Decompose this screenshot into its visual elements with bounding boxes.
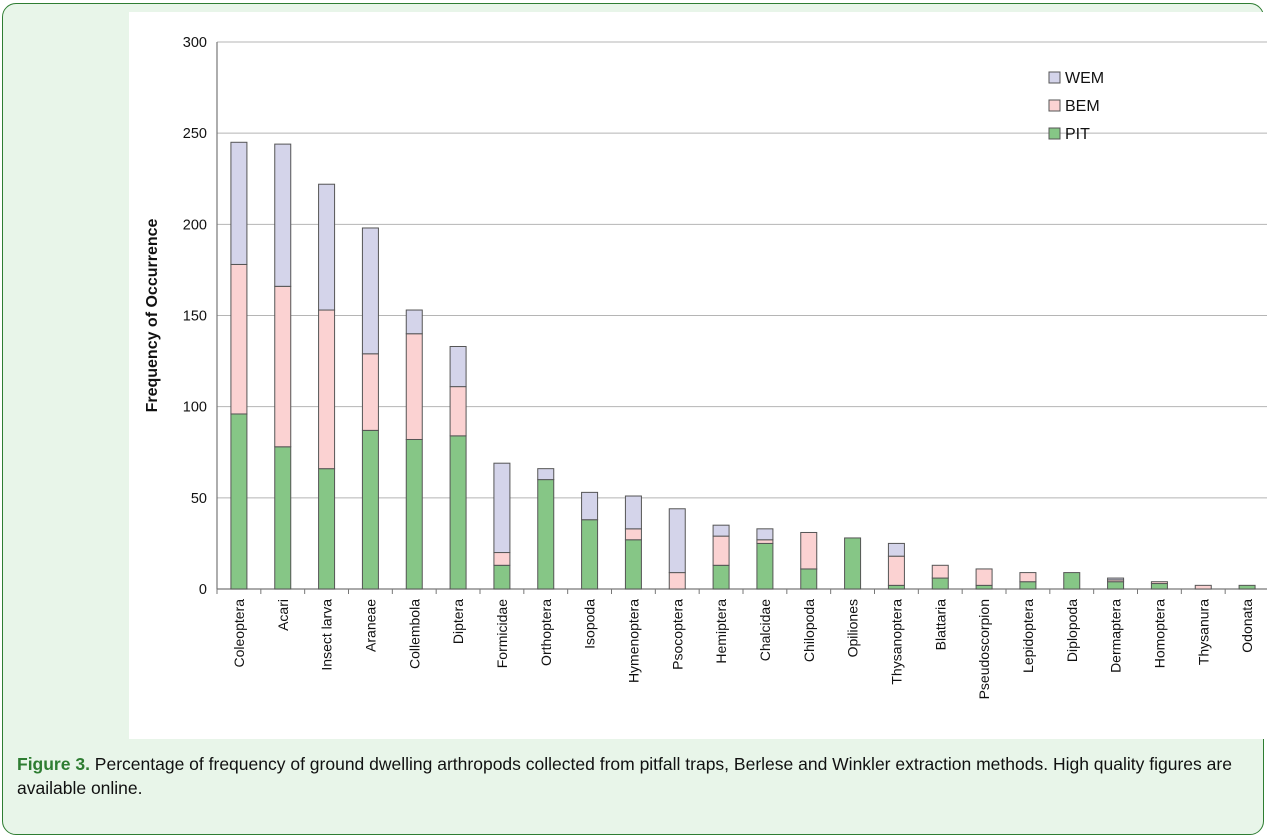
x-tick-label: Psocoptera (669, 599, 685, 670)
bar-wem-psocoptera (668, 508, 686, 574)
bar-bem-insect-larva (318, 309, 336, 470)
bar-bem-psocoptera (668, 572, 686, 590)
x-tick-label: Araneae (362, 599, 378, 652)
bar-wem-collembola (405, 309, 423, 335)
y-tick-label: 0 (199, 582, 207, 598)
bar-wem-thysanoptera (887, 542, 905, 557)
bar-pit-homoptera (1150, 583, 1168, 590)
bar-pit-diptera (449, 435, 467, 590)
bar-wem-coleoptera (230, 141, 248, 265)
bar-wem-formicidae (493, 462, 511, 554)
bar-pit-pseudoscorpion (975, 584, 993, 590)
bar-pit-orthoptera (537, 479, 555, 590)
bar-pit-blattaria (931, 577, 949, 590)
y-tick-label: 200 (183, 217, 207, 233)
bar-bem-chilopoda (800, 531, 818, 570)
y-tick-label: 300 (183, 35, 207, 51)
x-tick-label: Thysanura (1195, 599, 1211, 665)
y-tick-label: 100 (183, 400, 207, 416)
x-tick-label: Chilopoda (801, 599, 817, 662)
x-tick-label: Orthoptera (538, 599, 554, 666)
x-tick-label: Insect larva (319, 599, 335, 671)
x-tick-label: Collembola (406, 599, 422, 669)
legend-label-wem: WEM (1065, 70, 1104, 87)
x-tick-label: Chalcidae (757, 599, 773, 661)
bar-bem-lepidoptera (1019, 572, 1037, 583)
x-tick-label: Coleoptera (231, 599, 247, 668)
bar-bem-acari (274, 285, 292, 448)
y-tick-label: 150 (183, 309, 207, 325)
legend-label-pit: PIT (1065, 126, 1090, 143)
bar-pit-lepidoptera (1019, 581, 1037, 590)
x-tick-label: Pseudoscorpion (976, 599, 992, 699)
bar-bem-formicidae (493, 552, 511, 566)
bar-wem-orthoptera (537, 468, 555, 481)
bar-pit-dermaptera (1107, 581, 1125, 590)
bar-wem-insect-larva (318, 183, 336, 311)
bar-pit-formicidae (493, 564, 511, 590)
bar-bem-pseudoscorpion (975, 568, 993, 586)
bar-pit-chilopoda (800, 568, 818, 590)
bar-wem-isopoda (581, 491, 599, 521)
bar-bem-hymenoptera (624, 528, 642, 541)
x-tick-label: Opiliones (845, 599, 861, 657)
bar-wem-dermaptera (1107, 577, 1125, 581)
legend-swatch-wem (1048, 71, 1061, 84)
x-tick-label: Formicidae (494, 599, 510, 668)
bar-pit-diplopoda (1063, 572, 1081, 590)
x-tick-label: Blattaria (932, 599, 948, 651)
y-axis-title: Frequency of Occurrence (144, 218, 161, 412)
bar-bem-blattaria (931, 564, 949, 579)
x-tick-label: Acari (275, 599, 291, 631)
bar-wem-hemiptera (712, 524, 730, 537)
x-tick-label: Dermaptera (1108, 599, 1124, 673)
bar-wem-diptera (449, 345, 467, 388)
caption-label: Figure 3. (17, 754, 90, 774)
y-tick-label: 250 (183, 126, 207, 142)
y-tick-label: 50 (191, 491, 207, 507)
bar-pit-coleoptera (230, 413, 248, 590)
bar-bem-homoptera (1150, 581, 1168, 585)
x-tick-label: Lepidoptera (1020, 599, 1036, 673)
x-tick-label: Diptera (450, 599, 466, 644)
bar-bem-coleoptera (230, 263, 248, 415)
caption-text: Percentage of frequency of ground dwelli… (17, 754, 1232, 798)
bar-bem-hemiptera (712, 535, 730, 566)
legend-swatch-bem (1048, 99, 1061, 112)
legend-label-bem: BEM (1065, 98, 1100, 115)
x-tick-label: Isopoda (582, 599, 598, 649)
stacked-bar-chart: 0 50 100 150 200 250 300 Frequency of Occurrenc… (144, 35, 1267, 699)
x-tick-label: Hemiptera (713, 599, 729, 664)
figure-caption: Figure 3. Percentage of frequency of gro… (17, 752, 1257, 800)
bar-bem-collembola (405, 333, 423, 440)
x-tick-label: Diplopoda (1064, 599, 1080, 662)
figure-frame: 0 50 100 150 200 250 300 Frequency of Occurrenc… (2, 3, 1267, 835)
bar-bem-thysanoptera (887, 555, 905, 586)
bar-bem-diptera (449, 386, 467, 437)
bar-pit-opiliones (844, 537, 862, 590)
bar-pit-thysanoptera (887, 584, 905, 590)
chart-panel: 0 50 100 150 200 250 300 Frequency of Occurrenc… (129, 12, 1267, 739)
bar-wem-chalcidae (756, 528, 774, 541)
bar-bem-araneae (361, 353, 379, 431)
x-tick-label: Hymenoptera (625, 599, 641, 683)
bar-pit-collembola (405, 438, 423, 590)
bar-wem-acari (274, 143, 292, 287)
bar-wem-araneae (361, 227, 379, 355)
bar-pit-hymenoptera (624, 539, 642, 590)
bar-pit-insect-larva (318, 468, 336, 590)
bar-pit-odonata (1238, 584, 1256, 590)
x-tick-label: Odonata (1239, 599, 1255, 653)
bar-pit-chalcidae (756, 542, 774, 590)
bar-bem-chalcidae (756, 539, 774, 544)
bar-pit-isopoda (581, 519, 599, 590)
bar-pit-hemiptera (712, 564, 730, 590)
bar-pit-araneae (361, 429, 379, 590)
bar-wem-hymenoptera (624, 495, 642, 530)
x-tick-label: Homoptera (1151, 599, 1167, 668)
x-tick-label: Thysanoptera (888, 599, 904, 685)
legend-swatch-pit (1048, 127, 1061, 140)
bar-bem-thysanura (1194, 584, 1212, 590)
bar-pit-acari (274, 446, 292, 590)
